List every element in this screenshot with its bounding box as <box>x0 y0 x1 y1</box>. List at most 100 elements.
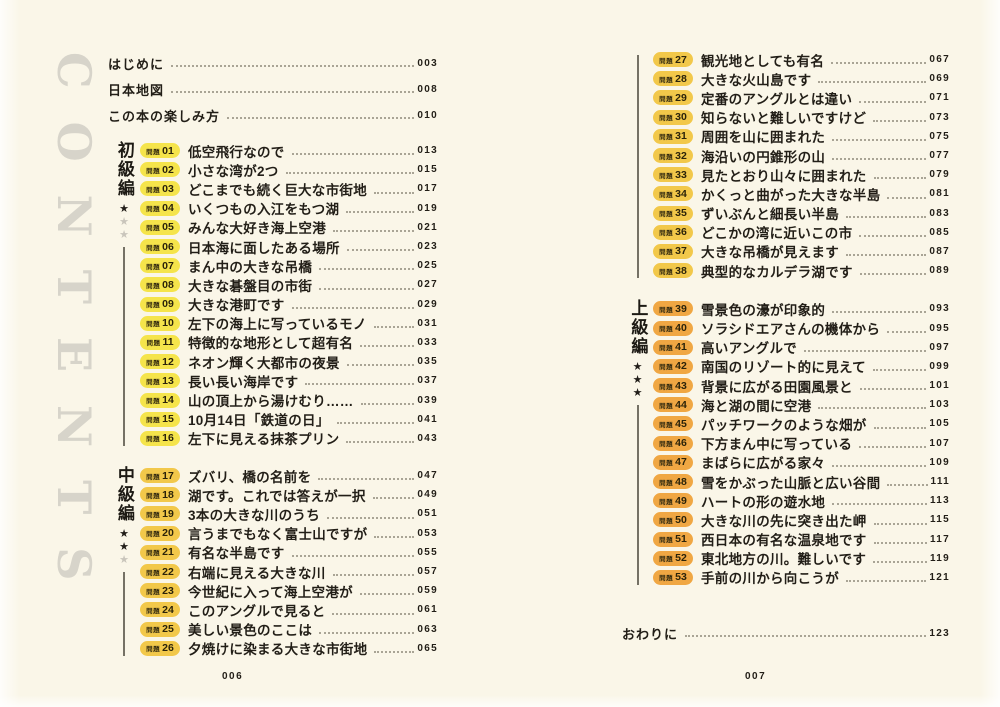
toc-item: 問題 09 大きな港町です 029 <box>140 295 438 314</box>
problem-badge-word: 問題 <box>659 230 674 238</box>
section-rule-line <box>636 405 639 586</box>
problem-badge-word: 問題 <box>146 473 161 481</box>
dotted-leader <box>171 91 415 93</box>
toc-item: 問題 12 ネオン輝く大都市の夜景 035 <box>140 352 438 371</box>
dotted-leader <box>319 268 415 271</box>
problem-badge: 問題 12 <box>140 354 180 370</box>
dotted-leader <box>346 210 415 213</box>
toc-item: 問題 38 典型的なカルデラ湖です 089 <box>653 261 950 280</box>
toc-item-title: 海沿いの円錐形の山 <box>701 149 826 165</box>
problem-badge-word: 問題 <box>659 479 674 487</box>
toc-page-number: 003 <box>417 57 438 69</box>
toc-item-title: 知らないと難しいですけど <box>701 111 867 127</box>
section-name: 上級編 <box>628 299 648 357</box>
problem-badge-word: 問題 <box>659 268 674 276</box>
problem-badge: 問題 41 <box>653 339 693 355</box>
dotted-leader <box>873 522 927 525</box>
toc-item: 問題 39 雪景色の濠が印象的 093 <box>653 299 950 318</box>
problem-badge-word: 問題 <box>146 607 161 615</box>
section-intermediate-continued: 問題 27 観光地としても有名 067 問題 28 大きな火山島です 069 問題 29 定番のアン… <box>622 50 950 280</box>
star-empty-icon: ★ <box>119 554 129 566</box>
toc-item: 問題 15 10月14日「鉄道の日」 041 <box>140 410 438 429</box>
toc-page-number: 115 <box>929 514 950 526</box>
page-right: 問題 27 観光地としても有名 067 問題 28 大きな火山島です 069 問題 29 定番のアン… <box>622 50 950 646</box>
dotted-leader <box>872 369 927 371</box>
toc-item-title: 3本の大きな川のうち <box>188 507 321 523</box>
page-number-right: 007 <box>745 671 767 682</box>
problem-badge-word: 問題 <box>146 359 161 367</box>
toc-item: 問題 36 どこかの湾に近いこの市 085 <box>653 223 950 242</box>
problem-badge: 問題 23 <box>140 583 180 599</box>
dotted-leader <box>346 249 415 252</box>
dotted-leader <box>336 421 415 424</box>
problem-badge: 問題 07 <box>140 258 180 274</box>
problem-badge-word: 問題 <box>146 321 161 329</box>
back-matter-list: おわりに 123 <box>622 620 950 646</box>
toc-page-number: 103 <box>929 399 950 411</box>
toc-item: 問題 29 定番のアングルとは違い 071 <box>653 88 950 107</box>
toc-page-number: 063 <box>417 623 438 635</box>
toc-item: 問題 19 3本の大きな川のうち 051 <box>140 504 438 523</box>
toc-item-title: 周囲を山に囲まれた <box>701 130 826 146</box>
dotted-leader <box>832 138 927 141</box>
toc-item: 問題 30 知らないと難しいですけど 073 <box>653 108 950 127</box>
dotted-leader <box>873 119 927 122</box>
toc-page-number: 085 <box>929 226 950 238</box>
problem-badge: 問題 37 <box>653 243 693 259</box>
toc-item: 問題 17 ズバリ、橋の名前を 047 <box>140 466 438 485</box>
problem-badge-number: 25 <box>162 623 174 636</box>
problem-badge-number: 39 <box>675 302 687 315</box>
problem-badge-word: 問題 <box>146 417 161 425</box>
toc-item-title: 小さな湾が2つ <box>188 163 279 179</box>
problem-badge: 問題 42 <box>653 358 693 374</box>
toc-item-title: 美しい景色のここは <box>188 623 313 639</box>
dotted-leader <box>685 635 927 638</box>
dotted-leader <box>846 254 927 257</box>
dotted-leader <box>873 541 927 544</box>
dotted-leader <box>859 388 927 391</box>
toc-item-title: 大きな吊橋が見えます <box>701 245 839 261</box>
toc-page-number: 029 <box>417 298 438 310</box>
toc-page-number: 075 <box>929 130 950 142</box>
problem-badge-word: 問題 <box>659 57 674 65</box>
problem-badge: 問題 18 <box>140 487 180 503</box>
problem-badge-number: 04 <box>162 202 174 215</box>
problem-badge-number: 01 <box>162 144 174 157</box>
problem-badge-word: 問題 <box>146 263 161 271</box>
dotted-leader <box>360 345 415 348</box>
problem-badge-word: 問題 <box>146 302 161 310</box>
toc-item-title: 観光地としても有名 <box>701 53 825 69</box>
toc-page-number: 039 <box>417 394 438 406</box>
problem-badge-number: 34 <box>675 187 687 200</box>
toc-page-number: 089 <box>929 265 950 277</box>
toc-page-number: 069 <box>929 73 950 85</box>
toc-item: 問題 52 東北地方の川。難しいです 119 <box>653 549 950 568</box>
page-edge-highlight <box>0 0 20 707</box>
problem-badge-word: 問題 <box>146 186 161 194</box>
toc-page-number: 077 <box>929 150 950 162</box>
dotted-leader <box>859 445 927 448</box>
toc-page-number: 053 <box>417 527 438 539</box>
problem-badge-number: 41 <box>675 341 687 354</box>
toc-page-number: 021 <box>417 221 438 233</box>
toc-item-title: 特徴的な地形として超有名 <box>188 336 354 352</box>
section-advanced: 上級編 ★ ★ ★ 問題 39 雪景色の濠が印象的 093 問題 40 ソラシドエアさんの機体か… <box>622 299 950 587</box>
toc-item-title: 定番のアングルとは違い <box>701 91 853 107</box>
problem-badge-word: 問題 <box>146 569 161 577</box>
problem-badge-number: 35 <box>675 207 687 220</box>
toc-page-number: 057 <box>417 566 438 578</box>
star-empty-icon: ★ <box>119 229 129 241</box>
toc-page-number: 081 <box>929 188 950 200</box>
toc-item: 問題 45 パッチワークのような畑が 105 <box>653 414 950 433</box>
toc-entry-label: はじめに <box>108 56 165 72</box>
toc-page-number: 109 <box>929 456 950 468</box>
problem-badge-word: 問題 <box>146 646 161 654</box>
dotted-leader <box>227 117 415 119</box>
dotted-leader <box>318 478 415 481</box>
toc-item: 問題 06 日本海に面したある場所 023 <box>140 237 438 256</box>
toc-item: 問題 20 言うまでもなく富士山ですが 053 <box>140 524 438 543</box>
problem-badge: 問題 09 <box>140 296 180 312</box>
toc-item-title: 夕焼けに染まる大きな市街地 <box>188 642 368 658</box>
problem-badge: 問題 17 <box>140 468 180 484</box>
